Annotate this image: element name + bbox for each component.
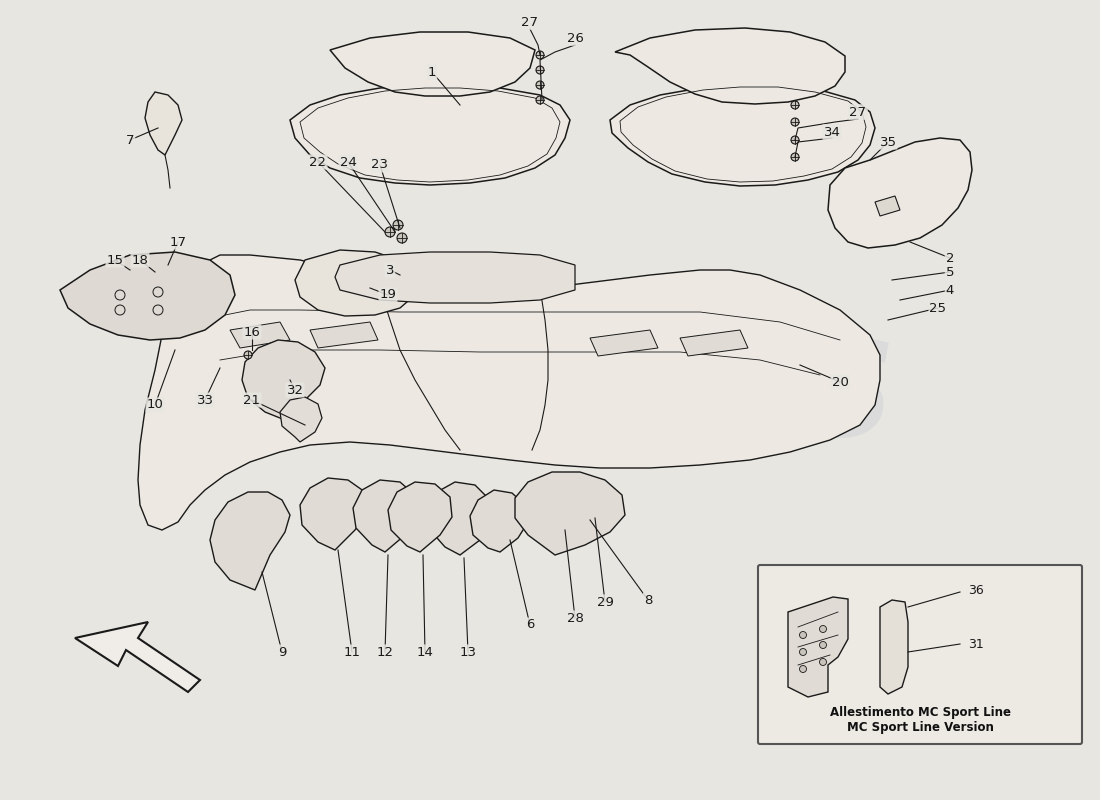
Polygon shape bbox=[470, 490, 528, 552]
Text: 17: 17 bbox=[169, 235, 187, 249]
Polygon shape bbox=[230, 322, 290, 348]
Polygon shape bbox=[242, 340, 324, 420]
Polygon shape bbox=[388, 482, 452, 552]
Text: 16: 16 bbox=[243, 326, 261, 338]
Text: 34: 34 bbox=[824, 126, 840, 138]
Circle shape bbox=[800, 649, 806, 655]
Text: 27: 27 bbox=[849, 106, 867, 118]
Text: 2: 2 bbox=[946, 251, 955, 265]
Circle shape bbox=[820, 658, 826, 666]
Polygon shape bbox=[515, 472, 625, 555]
Polygon shape bbox=[428, 482, 492, 555]
Polygon shape bbox=[138, 255, 880, 530]
Polygon shape bbox=[210, 492, 290, 590]
Text: 9: 9 bbox=[278, 646, 286, 658]
Text: 22: 22 bbox=[309, 155, 327, 169]
Circle shape bbox=[791, 118, 799, 126]
Polygon shape bbox=[874, 196, 900, 216]
Polygon shape bbox=[60, 252, 235, 340]
Text: 36: 36 bbox=[968, 583, 983, 597]
Polygon shape bbox=[680, 330, 748, 356]
Text: 23: 23 bbox=[372, 158, 388, 171]
Text: 18: 18 bbox=[132, 254, 148, 266]
Polygon shape bbox=[610, 85, 874, 186]
Circle shape bbox=[536, 51, 544, 59]
Circle shape bbox=[397, 233, 407, 243]
Polygon shape bbox=[295, 250, 418, 316]
Text: 19: 19 bbox=[379, 289, 396, 302]
Text: EUROPES: EUROPES bbox=[204, 337, 896, 463]
Text: 1: 1 bbox=[428, 66, 437, 78]
Circle shape bbox=[791, 136, 799, 144]
Polygon shape bbox=[615, 28, 845, 104]
Circle shape bbox=[385, 227, 395, 237]
Polygon shape bbox=[75, 622, 200, 692]
Text: 5: 5 bbox=[946, 266, 955, 278]
Polygon shape bbox=[828, 138, 972, 248]
Text: 26: 26 bbox=[566, 31, 583, 45]
Text: 29: 29 bbox=[596, 595, 614, 609]
Circle shape bbox=[800, 666, 806, 673]
Circle shape bbox=[536, 96, 544, 104]
Text: 11: 11 bbox=[343, 646, 361, 658]
Text: 4: 4 bbox=[946, 283, 954, 297]
Polygon shape bbox=[300, 478, 368, 550]
Circle shape bbox=[536, 81, 544, 89]
Text: 28: 28 bbox=[566, 611, 583, 625]
Circle shape bbox=[800, 631, 806, 638]
Text: 10: 10 bbox=[146, 398, 164, 411]
Polygon shape bbox=[788, 597, 848, 697]
Text: 15: 15 bbox=[107, 254, 123, 266]
Polygon shape bbox=[145, 92, 182, 155]
Circle shape bbox=[393, 220, 403, 230]
Text: 32: 32 bbox=[286, 383, 304, 397]
Polygon shape bbox=[290, 85, 570, 185]
Text: 25: 25 bbox=[930, 302, 946, 314]
Text: Allestimento MC Sport Line
MC Sport Line Version: Allestimento MC Sport Line MC Sport Line… bbox=[829, 706, 1011, 734]
Text: 20: 20 bbox=[832, 375, 848, 389]
Text: 7: 7 bbox=[125, 134, 134, 146]
Text: 21: 21 bbox=[243, 394, 261, 406]
Text: 31: 31 bbox=[968, 638, 983, 650]
Text: 12: 12 bbox=[376, 646, 394, 658]
Polygon shape bbox=[310, 322, 378, 348]
Circle shape bbox=[244, 351, 252, 359]
Text: 3: 3 bbox=[386, 263, 394, 277]
Text: 33: 33 bbox=[197, 394, 213, 406]
Polygon shape bbox=[336, 252, 575, 303]
Polygon shape bbox=[330, 32, 535, 96]
Polygon shape bbox=[353, 480, 418, 552]
Text: 8: 8 bbox=[644, 594, 652, 606]
Text: 13: 13 bbox=[460, 646, 476, 658]
FancyBboxPatch shape bbox=[758, 565, 1082, 744]
Circle shape bbox=[820, 642, 826, 649]
Polygon shape bbox=[880, 600, 907, 694]
Text: 6: 6 bbox=[526, 618, 535, 631]
Polygon shape bbox=[280, 397, 322, 442]
Polygon shape bbox=[590, 330, 658, 356]
Text: 27: 27 bbox=[521, 15, 539, 29]
Circle shape bbox=[791, 153, 799, 161]
Circle shape bbox=[536, 66, 544, 74]
Text: 35: 35 bbox=[880, 135, 896, 149]
Circle shape bbox=[820, 626, 826, 633]
Text: 14: 14 bbox=[417, 646, 433, 658]
Circle shape bbox=[791, 101, 799, 109]
Text: 24: 24 bbox=[340, 155, 356, 169]
